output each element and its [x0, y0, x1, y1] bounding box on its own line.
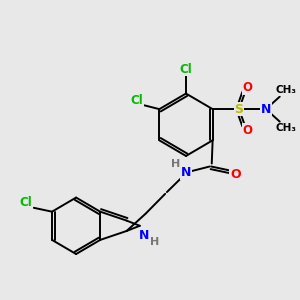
Text: N: N — [261, 103, 271, 116]
Text: Cl: Cl — [180, 63, 192, 76]
Text: CH₃: CH₃ — [276, 123, 297, 133]
Text: O: O — [243, 81, 253, 94]
Text: O: O — [243, 124, 253, 137]
Text: N: N — [139, 229, 149, 242]
Text: Cl: Cl — [130, 94, 143, 107]
Text: N: N — [181, 166, 191, 179]
Text: H: H — [171, 158, 181, 169]
Text: Cl: Cl — [19, 196, 32, 209]
Text: CH₃: CH₃ — [276, 85, 297, 95]
Text: O: O — [230, 168, 241, 181]
Text: H: H — [150, 237, 160, 247]
Text: S: S — [235, 103, 244, 116]
